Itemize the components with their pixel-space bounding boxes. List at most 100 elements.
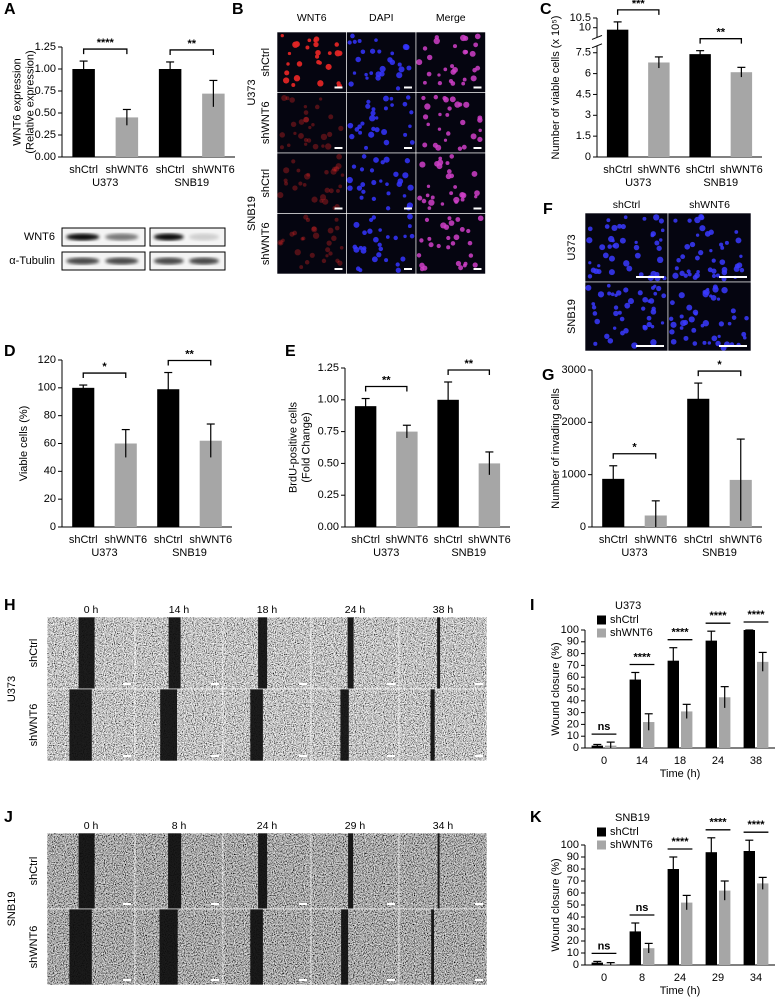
cell	[608, 255, 615, 262]
cell	[428, 199, 435, 206]
scratch-gap	[258, 617, 268, 689]
cell	[679, 326, 684, 330]
cell	[386, 191, 391, 196]
y-tick-label: 0	[573, 959, 579, 971]
cell	[684, 243, 691, 250]
row-group-label: SNB19	[566, 299, 578, 334]
cell	[371, 107, 376, 112]
cell	[475, 65, 481, 71]
cell	[279, 132, 286, 138]
cell	[320, 133, 328, 141]
y-tick-label: 20	[567, 935, 579, 947]
y-tick-label: 120	[38, 354, 56, 366]
micrograph	[311, 833, 399, 909]
cell	[668, 316, 674, 321]
cell	[398, 66, 405, 73]
significance-label: **	[187, 38, 196, 50]
cell	[348, 81, 354, 87]
cell	[319, 198, 324, 203]
cell	[304, 173, 311, 180]
bar	[606, 29, 629, 157]
x-tick-label: 8	[639, 972, 645, 984]
cell	[461, 144, 467, 150]
cell	[311, 122, 315, 127]
cell	[477, 136, 483, 143]
cell	[336, 153, 342, 160]
y-tick-label: 4.5	[576, 88, 591, 100]
cell	[443, 67, 448, 72]
blot-label: WNT6	[24, 231, 55, 243]
cell	[607, 244, 612, 249]
cell	[679, 314, 684, 319]
cell	[301, 236, 306, 241]
cell	[707, 341, 712, 345]
bar	[115, 117, 139, 157]
cell	[450, 69, 457, 75]
cell	[336, 188, 340, 193]
cell	[299, 265, 304, 270]
column-label: shCtrl	[613, 199, 640, 211]
cell	[309, 252, 315, 258]
bar	[689, 54, 711, 157]
legend-label: shCtrl	[610, 826, 639, 838]
cell	[691, 327, 697, 333]
x-axis-label: Time (h)	[660, 985, 701, 997]
cell	[449, 154, 455, 159]
cell	[592, 311, 598, 316]
x-tick-label: shWNT6	[105, 164, 148, 176]
cell	[638, 272, 644, 277]
cell	[646, 315, 652, 321]
significance-label: ****	[633, 651, 651, 663]
legend-label: shWNT6	[610, 627, 653, 639]
y-tick-label: 90	[567, 636, 579, 648]
cell	[731, 315, 737, 320]
cell	[305, 45, 310, 50]
cell	[422, 114, 429, 120]
scratch-gap	[168, 617, 181, 689]
cell	[460, 197, 465, 202]
row-label: shWNT6	[260, 222, 272, 265]
cell	[642, 296, 648, 303]
cell	[308, 125, 312, 130]
cell	[586, 237, 593, 244]
bar	[72, 69, 95, 157]
panel-letter: H	[4, 597, 16, 614]
x-tick-label: 29	[712, 972, 724, 984]
y-tick-label: 0.25	[318, 489, 339, 501]
cell	[659, 238, 663, 242]
x-tick-label: shWNT6	[468, 534, 511, 546]
cell	[422, 80, 427, 85]
cell	[313, 36, 320, 42]
x-tick-label: shCtrl	[154, 534, 183, 546]
cell	[721, 269, 728, 276]
cell	[466, 228, 471, 234]
cell	[286, 143, 291, 148]
y-axis-label: Wound closure (%)	[550, 858, 562, 951]
scratch-gap	[250, 689, 263, 761]
scratch-gap	[78, 617, 95, 689]
cell	[463, 101, 470, 108]
cell	[449, 191, 454, 196]
cell	[286, 62, 290, 66]
cell	[650, 324, 655, 329]
bar	[743, 851, 755, 965]
column-label: shWNT6	[689, 199, 730, 211]
bar	[629, 679, 641, 748]
cell	[623, 215, 628, 220]
cell	[293, 75, 301, 82]
axis-break	[591, 34, 603, 40]
cell	[317, 80, 324, 87]
cell	[597, 291, 605, 298]
y-tick-label: 0	[50, 521, 56, 533]
row-group-label: SNB19	[246, 196, 258, 231]
cell	[416, 253, 422, 258]
cell	[311, 196, 318, 203]
cell	[624, 302, 631, 309]
micrograph	[416, 153, 486, 214]
blot-box	[149, 251, 226, 271]
cell	[384, 258, 389, 263]
cell	[426, 122, 430, 127]
y-tick-label: 60	[567, 671, 579, 683]
cell	[653, 214, 660, 221]
